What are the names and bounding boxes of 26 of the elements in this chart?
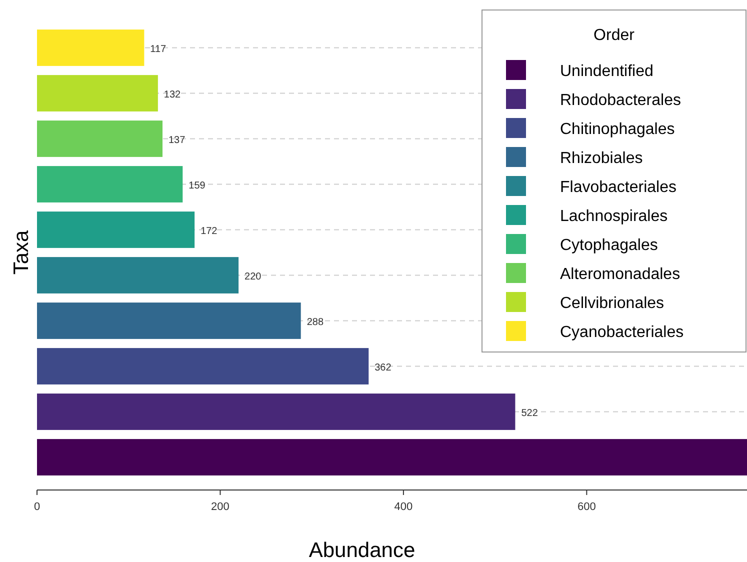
legend-label: Cellvibrionales [560,295,664,312]
legend-label: Rhodobacterales [560,92,681,109]
x-tick-label: 200 [211,501,230,513]
x-axis-title: Abundance [308,539,416,562]
legend-label: Alteromonadales [560,266,680,283]
data-label: 172 [200,226,218,237]
legend-label: Unindentified [560,63,654,80]
legend-label: Lachnospirales [560,208,668,225]
x-tick-label: 400 [394,501,413,513]
data-label: 288 [306,316,324,328]
data-label: 137 [168,134,186,146]
data-label: 159 [188,180,206,192]
data-label: 220 [244,271,262,282]
data-label: 522 [521,408,538,419]
legend-title: Order [594,27,636,44]
legend-label: Rhizobiales [560,150,643,167]
legend-label: Cytophagales [560,237,658,254]
data-label: 362 [374,362,392,374]
data-label: 117 [150,44,167,55]
y-axis-title: Taxa [10,230,33,275]
legend-label: Flavobacteriales [560,179,676,196]
data-label: 132 [164,89,182,100]
legend-label: Cyanobacteriales [560,324,684,341]
x-tick-label: 600 [578,501,596,513]
legend-label: Chitinophagales [560,121,675,138]
x-tick-label: 0 [34,501,40,513]
